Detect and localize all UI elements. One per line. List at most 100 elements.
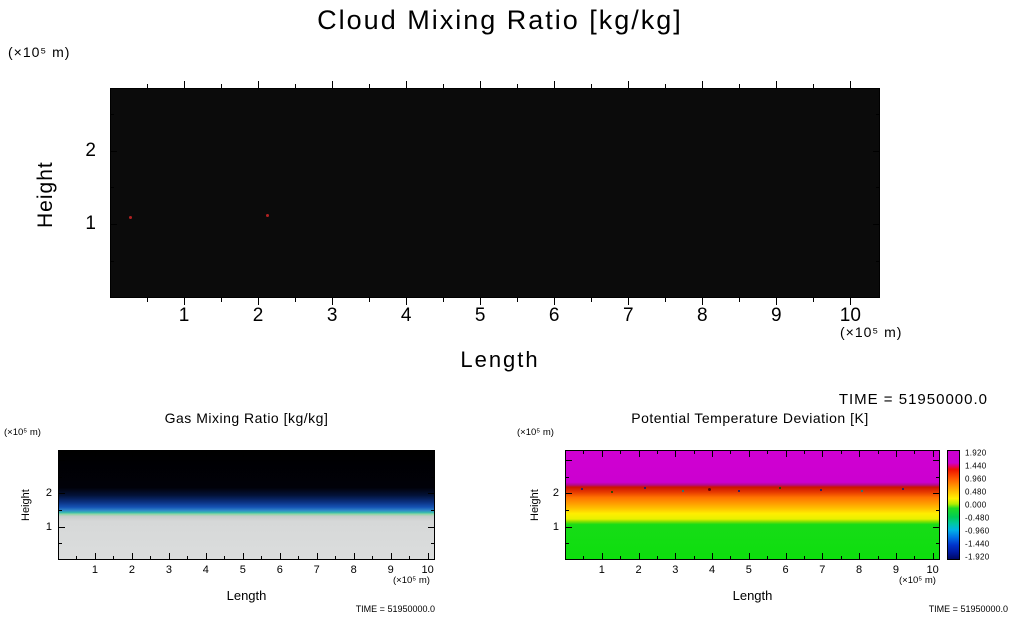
time-annotation: TIME = 51950000.0 bbox=[838, 391, 988, 408]
tick-mark bbox=[776, 298, 778, 305]
tick-mark bbox=[813, 84, 815, 88]
tick-mark bbox=[554, 81, 556, 88]
tick-mark bbox=[353, 450, 355, 457]
tick-mark bbox=[748, 553, 750, 560]
tick-mark bbox=[427, 450, 429, 457]
tick-mark bbox=[877, 556, 879, 560]
tick-mark bbox=[712, 553, 714, 560]
tick-mark bbox=[638, 553, 640, 560]
tick-mark bbox=[332, 298, 334, 305]
tick-mark bbox=[665, 84, 667, 88]
tick-mark bbox=[591, 84, 593, 88]
tick-mark bbox=[258, 81, 260, 88]
tick-mark bbox=[628, 298, 630, 305]
theta-axis-ticks bbox=[565, 450, 940, 560]
tick-mark bbox=[936, 543, 940, 545]
x-tick-label: 5 bbox=[474, 305, 486, 326]
tick-mark bbox=[131, 450, 133, 457]
tick-mark bbox=[932, 450, 934, 457]
tick-mark bbox=[298, 450, 300, 454]
tick-mark bbox=[565, 460, 572, 461]
x-tick-label: 10 bbox=[839, 305, 861, 326]
heat-speck bbox=[266, 214, 270, 218]
cloud-y-axis-unit-label: (×10⁵ m) bbox=[8, 44, 71, 60]
heat-speck bbox=[860, 489, 863, 492]
tick-mark bbox=[147, 298, 149, 302]
tick-mark bbox=[565, 493, 572, 495]
y-tick-label: 2 bbox=[85, 139, 96, 161]
theta-heatmap bbox=[565, 450, 940, 560]
tick-mark bbox=[850, 298, 852, 305]
tick-mark bbox=[279, 553, 281, 560]
cloud-x-axis-unit-label: (×10⁵ m) bbox=[840, 324, 903, 340]
colorbar-tick-label: -0.960 bbox=[965, 526, 990, 536]
tick-mark bbox=[583, 450, 585, 454]
tick-mark bbox=[933, 493, 940, 495]
tick-mark bbox=[840, 556, 842, 560]
tick-mark bbox=[110, 150, 117, 152]
x-tick-label: 5 bbox=[745, 564, 752, 576]
tick-mark bbox=[242, 553, 244, 560]
theta-x-axis-unit-label: (×10⁵ m) bbox=[899, 575, 936, 586]
cloud-heatmap bbox=[110, 81, 880, 305]
colorbar-tick-label: -1.920 bbox=[965, 552, 990, 562]
tick-mark bbox=[876, 187, 880, 189]
tick-mark bbox=[785, 450, 787, 457]
tick-mark bbox=[675, 553, 677, 560]
tick-mark bbox=[242, 450, 244, 457]
tick-mark bbox=[914, 450, 916, 454]
tick-mark bbox=[428, 460, 435, 461]
tick-mark bbox=[859, 450, 861, 457]
tick-mark bbox=[409, 450, 411, 454]
tick-mark bbox=[110, 224, 117, 226]
x-tick-label: 7 bbox=[819, 564, 826, 576]
tick-mark bbox=[895, 450, 897, 457]
x-tick-label: 2 bbox=[635, 564, 642, 576]
tick-mark bbox=[258, 298, 260, 305]
x-tick-label: 3 bbox=[326, 305, 338, 326]
x-tick-label: 4 bbox=[202, 564, 209, 576]
x-tick-label: 4 bbox=[400, 305, 412, 326]
gas-plot-title: Gas Mixing Ratio [kg/kg] bbox=[164, 410, 329, 426]
x-tick-label: 9 bbox=[387, 564, 394, 576]
tick-mark bbox=[675, 450, 677, 457]
heat-speck bbox=[819, 488, 822, 491]
tick-mark bbox=[110, 187, 114, 189]
tick-mark bbox=[261, 556, 263, 560]
tick-mark bbox=[353, 553, 355, 560]
tick-mark bbox=[748, 450, 750, 457]
tick-mark bbox=[409, 556, 411, 560]
tick-mark bbox=[638, 450, 640, 457]
tick-mark bbox=[517, 298, 519, 302]
tick-mark bbox=[147, 84, 149, 88]
x-tick-label: 3 bbox=[672, 564, 679, 576]
x-tick-label: 5 bbox=[239, 564, 246, 576]
tick-mark bbox=[565, 510, 569, 511]
cloud-plot-title: Cloud Mixing Ratio [kg/kg] bbox=[317, 5, 683, 35]
cloud-y-axis-title: Height bbox=[34, 161, 57, 228]
cloud-axis-ticks bbox=[110, 81, 880, 305]
tick-mark bbox=[406, 81, 408, 88]
heat-speck bbox=[128, 215, 132, 219]
x-tick-label: 8 bbox=[697, 305, 708, 326]
heat-speck bbox=[681, 489, 684, 492]
tick-mark bbox=[76, 556, 78, 560]
tick-mark bbox=[591, 298, 593, 302]
theta-x-tick-labels: 1 2 3 4 5 6 7 8 9 10 bbox=[565, 562, 940, 576]
colorbar-tick-label: -0.480 bbox=[965, 513, 990, 523]
tick-mark bbox=[113, 556, 115, 560]
tick-mark bbox=[184, 81, 186, 88]
theta-y-axis-title: Height bbox=[529, 489, 541, 521]
tick-mark bbox=[279, 450, 281, 457]
colorbar-labels: 1.920 1.440 0.960 0.480 0.000 -0.480 -0.960 -1.… bbox=[963, 449, 1015, 562]
gas-axis-ticks bbox=[58, 450, 435, 560]
tick-mark bbox=[443, 84, 445, 88]
theta-plot-title: Potential Temperature Deviation [K] bbox=[631, 410, 869, 426]
y-tick-label: 1 bbox=[552, 520, 559, 533]
tick-mark bbox=[877, 450, 879, 454]
tick-mark bbox=[58, 526, 65, 528]
tick-mark bbox=[665, 298, 667, 302]
